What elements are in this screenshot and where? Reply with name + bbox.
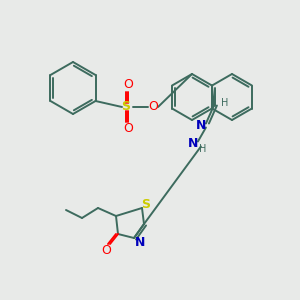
Text: S: S	[122, 100, 130, 113]
Text: O: O	[148, 100, 158, 113]
Text: H: H	[221, 98, 229, 109]
Text: N: N	[188, 137, 198, 150]
Text: O: O	[123, 122, 133, 136]
Text: N: N	[135, 236, 145, 250]
Text: O: O	[123, 79, 133, 92]
Text: H: H	[199, 145, 207, 154]
Text: N: N	[196, 119, 206, 132]
Text: O: O	[101, 244, 111, 257]
Text: S: S	[142, 197, 151, 211]
